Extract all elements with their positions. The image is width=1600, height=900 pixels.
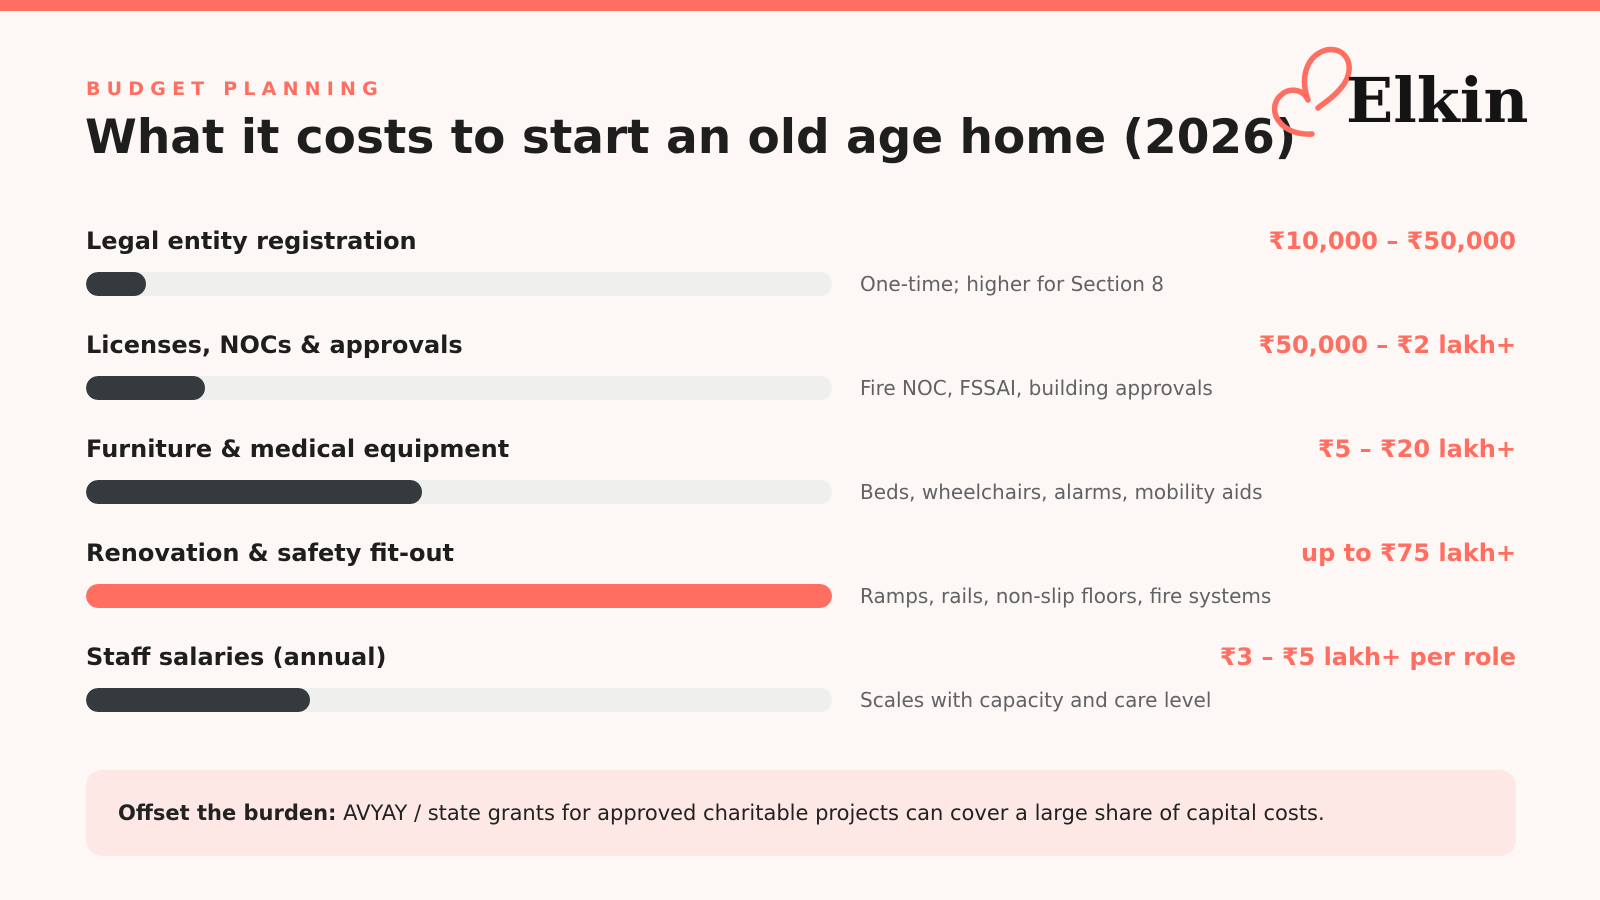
cost-bar-track — [86, 480, 832, 504]
section-kicker: BUDGET PLANNING — [86, 78, 384, 100]
cost-bar-fill — [86, 272, 146, 296]
grant-callout: Offset the burden: AVYAY / state grants … — [86, 770, 1516, 856]
cost-row: Staff salaries (annual) ₹3 – ₹5 lakh+ pe… — [86, 638, 1516, 742]
cost-note: Ramps, rails, non-slip floors, fire syst… — [860, 584, 1272, 608]
cost-item-label: Staff salaries (annual) — [86, 643, 387, 671]
cost-range: ₹5 – ₹20 lakh+ — [1317, 435, 1516, 463]
cost-note: One-time; higher for Section 8 — [860, 272, 1164, 296]
heart-outline-icon — [1271, 46, 1352, 137]
cost-note: Scales with capacity and care level — [860, 688, 1212, 712]
cost-range: ₹3 – ₹5 lakh+ per role — [1219, 643, 1516, 671]
cost-item-label: Licenses, NOCs & approvals — [86, 331, 463, 359]
cost-bar-fill — [86, 584, 832, 608]
callout-text: Offset the burden: AVYAY / state grants … — [118, 798, 1325, 828]
cost-item-label: Renovation & safety fit-out — [86, 539, 455, 567]
cost-row: Renovation & safety fit-out up to ₹75 la… — [86, 534, 1516, 638]
cost-range: ₹50,000 – ₹2 lakh+ — [1258, 331, 1516, 359]
cost-bar-track — [86, 376, 832, 400]
top-accent-bar — [0, 0, 1600, 11]
cost-range: ₹10,000 – ₹50,000 — [1268, 227, 1516, 255]
callout-body: AVYAY / state grants for approved charit… — [343, 801, 1325, 825]
cost-bar-fill — [86, 376, 206, 400]
cost-bar-track — [86, 584, 832, 608]
cost-bar-track — [86, 688, 832, 712]
page-title: What it costs to start an old age home (… — [85, 110, 1297, 165]
cost-item-label: Legal entity registration — [86, 227, 417, 255]
cost-note: Beds, wheelchairs, alarms, mobility aids — [860, 480, 1263, 504]
cost-row: Furniture & medical equipment ₹5 – ₹20 l… — [86, 430, 1516, 534]
cost-bar-track — [86, 272, 832, 296]
cost-row: Legal entity registration ₹10,000 – ₹50,… — [86, 222, 1516, 326]
cost-range: up to ₹75 lakh+ — [1301, 539, 1516, 567]
cost-row: Licenses, NOCs & approvals ₹50,000 – ₹2 … — [86, 326, 1516, 430]
brand-logo: Elkin — [1270, 38, 1528, 148]
callout-lead: Offset the burden: — [118, 801, 337, 825]
cost-list: Legal entity registration ₹10,000 – ₹50,… — [86, 222, 1516, 742]
cost-item-label: Furniture & medical equipment — [86, 435, 510, 463]
cost-bar-fill — [86, 480, 422, 504]
cost-bar-fill — [86, 688, 310, 712]
cost-note: Fire NOC, FSSAI, building approvals — [860, 376, 1213, 400]
brand-name: Elkin — [1346, 64, 1529, 137]
